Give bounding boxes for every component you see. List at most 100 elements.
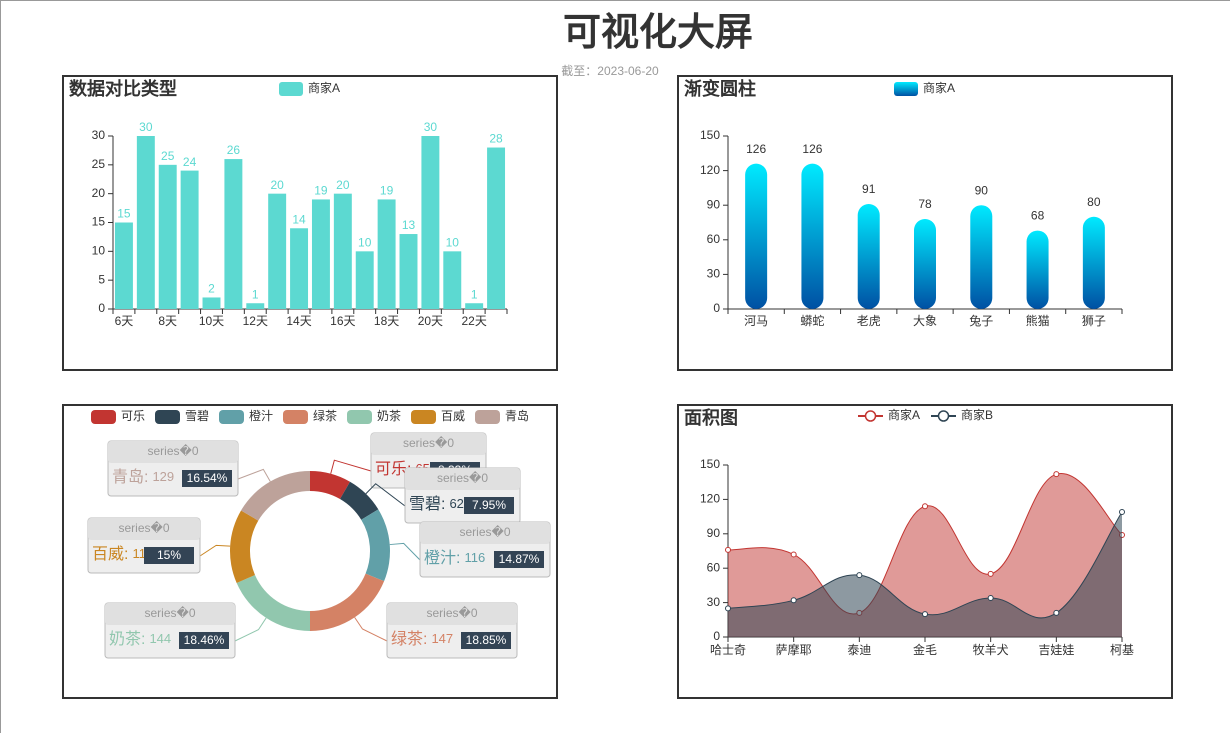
label-category: 青岛: xyxy=(112,468,148,486)
legend-swatch xyxy=(91,410,116,424)
y-tick-label: 0 xyxy=(713,629,720,643)
legend-marker xyxy=(864,410,877,422)
point xyxy=(1119,509,1125,516)
label-value: 116 xyxy=(464,550,485,565)
legend-swatch xyxy=(475,410,500,424)
bar xyxy=(333,193,352,309)
x-tick-label: 萨摩耶 xyxy=(776,642,812,657)
bar xyxy=(136,136,155,309)
value-label: 30 xyxy=(424,120,438,134)
bar xyxy=(268,193,287,309)
x-tick-label: 柯基 xyxy=(1110,643,1134,657)
bar xyxy=(443,251,462,309)
value-label: 15 xyxy=(117,207,131,221)
label-name: 雪碧: 62 xyxy=(409,495,464,513)
legend-swatch xyxy=(279,82,303,96)
y-tick-label: 5 xyxy=(98,272,105,286)
legend-swatch xyxy=(219,410,244,424)
panel xyxy=(62,75,558,371)
legend-label: 奶茶 xyxy=(377,408,401,423)
legend-swatch xyxy=(283,410,308,424)
leader-line xyxy=(234,617,267,642)
chart-title: 渐变圆柱 xyxy=(684,78,756,99)
label-header xyxy=(88,518,200,540)
area xyxy=(728,512,1122,637)
label-name: 橙汁: 116 xyxy=(424,549,485,567)
pie-slice xyxy=(361,509,390,582)
label-value: 62 xyxy=(449,496,463,511)
y-tick-label: 90 xyxy=(707,526,721,540)
y-tick-label: 0 xyxy=(98,301,105,315)
legend-swatch xyxy=(894,82,918,96)
label-value: 129 xyxy=(152,469,174,484)
x-tick-label: 吉娃娃 xyxy=(1038,643,1074,657)
point xyxy=(922,503,928,510)
pie-slice xyxy=(310,471,350,500)
percent-badge xyxy=(182,470,232,487)
legend-swatch xyxy=(411,410,436,424)
pie-slice xyxy=(230,510,259,583)
value-label: 20 xyxy=(336,178,350,192)
label-series: series�0 xyxy=(427,606,478,620)
legend-label: 青岛 xyxy=(505,408,529,423)
bar xyxy=(224,159,243,309)
value-label: 25 xyxy=(161,149,175,163)
bar xyxy=(465,303,484,309)
value-label: 30 xyxy=(139,120,153,134)
x-tick-label: 6天 xyxy=(115,314,134,328)
value-label: 24 xyxy=(183,155,197,169)
label-category: 橙汁: xyxy=(424,549,460,567)
value-label: 10 xyxy=(446,236,460,250)
percent-label: 15% xyxy=(157,548,181,562)
x-tick-label: 22天 xyxy=(461,314,486,328)
label-value: 144 xyxy=(149,631,171,646)
bar xyxy=(290,228,309,309)
percent-badge xyxy=(464,497,514,514)
label-name: 青岛: 129 xyxy=(112,468,174,486)
pie-slice xyxy=(236,574,310,631)
legend-label: 百威 xyxy=(441,409,465,423)
bar xyxy=(421,136,440,309)
value-label: 19 xyxy=(314,184,328,198)
panel xyxy=(677,404,1173,699)
value-label: 78 xyxy=(918,197,932,211)
bar xyxy=(158,164,177,309)
label-series: series�0 xyxy=(119,521,170,535)
x-tick-label: 哈士奇 xyxy=(710,643,746,657)
point xyxy=(1053,471,1060,478)
label-category: 绿茶: xyxy=(391,630,427,648)
x-tick-label: 牧羊犬 xyxy=(973,642,1009,657)
chart-title: 面积图 xyxy=(684,408,738,428)
x-tick-label: 河马 xyxy=(744,314,768,328)
x-tick-label: 20天 xyxy=(418,314,443,328)
label-header xyxy=(420,522,550,544)
x-tick-label: 老虎 xyxy=(857,314,881,328)
panel xyxy=(677,75,1173,371)
legend-label: 商家B xyxy=(961,407,993,422)
x-tick-label: 泰迪 xyxy=(847,643,871,657)
point xyxy=(725,605,731,612)
label-category: 百威: xyxy=(92,545,128,563)
x-tick-label: 大象 xyxy=(913,314,937,328)
percent-badge xyxy=(179,632,229,649)
y-tick-label: 10 xyxy=(92,244,106,258)
bar xyxy=(1082,216,1105,309)
leader-line xyxy=(330,459,372,474)
y-tick-label: 120 xyxy=(700,492,720,506)
label-header xyxy=(387,603,517,625)
label-value: 147 xyxy=(431,631,453,646)
point xyxy=(790,551,797,558)
label-category: 奶茶: xyxy=(109,630,145,648)
x-tick-label: 10天 xyxy=(199,314,224,328)
y-tick-label: 20 xyxy=(92,186,106,200)
legend-label: 商家A xyxy=(308,80,340,95)
value-label: 126 xyxy=(746,142,766,156)
bar xyxy=(399,234,418,309)
label-header xyxy=(405,468,520,490)
y-tick-label: 30 xyxy=(92,128,106,142)
bar xyxy=(1026,230,1049,309)
bar xyxy=(914,219,936,309)
point xyxy=(856,572,863,579)
